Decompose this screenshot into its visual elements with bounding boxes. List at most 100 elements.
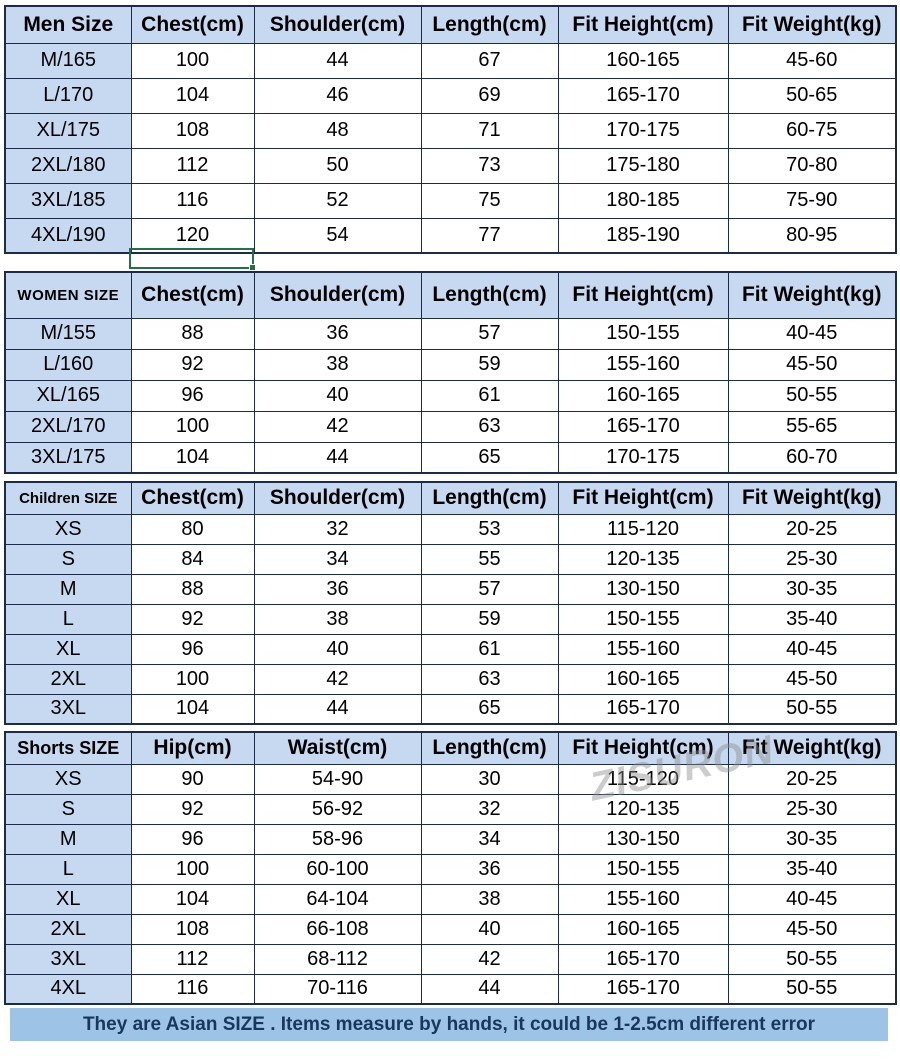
value-cell: 52 <box>253 182 422 219</box>
value-cell: 54 <box>253 217 422 254</box>
column-header: Length(cm) <box>420 5 559 44</box>
value-cell: 120-135 <box>557 793 729 825</box>
value-cell: 100 <box>130 853 255 885</box>
value-cell: 80 <box>130 513 255 545</box>
column-header: Fit Weight(kg) <box>727 5 897 44</box>
children-size-table: Children SIZE Chest(cm) Shoulder(cm) Length… <box>4 481 897 725</box>
value-cell: 35-40 <box>727 603 897 635</box>
table-row: S 84 34 55 120-135 25-30 <box>4 543 897 575</box>
size-cell: XS <box>4 763 132 795</box>
value-cell: 165-170 <box>557 693 729 725</box>
value-cell: 54-90 <box>253 763 422 795</box>
value-cell: 112 <box>130 147 255 184</box>
column-header: Length(cm) <box>420 481 559 515</box>
value-cell: 100 <box>130 410 255 443</box>
value-cell: 45-50 <box>727 663 897 695</box>
value-cell: 53 <box>420 513 559 545</box>
value-cell: 44 <box>253 441 422 474</box>
column-header: Shoulder(cm) <box>253 5 422 44</box>
value-cell: 66-108 <box>253 913 422 945</box>
value-cell: 44 <box>420 973 559 1005</box>
value-cell: 104 <box>130 693 255 725</box>
value-cell: 112 <box>130 943 255 975</box>
table-row: 3XL 112 68-112 42 165-170 50-55 <box>4 943 897 975</box>
value-cell: 50-55 <box>727 973 897 1005</box>
value-cell: 71 <box>420 112 559 149</box>
value-cell: 104 <box>130 883 255 915</box>
value-cell: 155-160 <box>557 883 729 915</box>
size-cell: 3XL <box>4 693 132 725</box>
value-cell: 57 <box>420 573 559 605</box>
size-cell: XL/175 <box>4 112 132 149</box>
value-cell: 165-170 <box>557 943 729 975</box>
size-cell: M/165 <box>4 42 132 79</box>
header-row: Children SIZE Chest(cm) Shoulder(cm) Length… <box>4 481 897 515</box>
value-cell: 32 <box>253 513 422 545</box>
value-cell: 40 <box>420 913 559 945</box>
size-cell: L/160 <box>4 348 132 381</box>
column-header: Shoulder(cm) <box>253 271 422 319</box>
value-cell: 50-55 <box>727 379 897 412</box>
size-cell: L <box>4 853 132 885</box>
size-cell: S <box>4 543 132 575</box>
value-cell: 57 <box>420 317 559 350</box>
value-cell: 40-45 <box>727 317 897 350</box>
value-cell: 35-40 <box>727 853 897 885</box>
value-cell: 100 <box>130 42 255 79</box>
value-cell: 32 <box>420 793 559 825</box>
value-cell: 130-150 <box>557 823 729 855</box>
value-cell: 65 <box>420 693 559 725</box>
size-cell: 3XL/185 <box>4 182 132 219</box>
size-cell: XL <box>4 883 132 915</box>
selection-box <box>129 248 256 271</box>
value-cell: 44 <box>253 693 422 725</box>
size-cell: XL/165 <box>4 379 132 412</box>
table-row: M/155 88 36 57 150-155 40-45 <box>4 317 897 350</box>
value-cell: 46 <box>253 77 422 114</box>
value-cell: 150-155 <box>557 603 729 635</box>
value-cell: 30-35 <box>727 573 897 605</box>
value-cell: 40 <box>253 379 422 412</box>
value-cell: 58-96 <box>253 823 422 855</box>
value-cell: 115-120 <box>557 763 729 795</box>
children-table-title: Children SIZE <box>4 481 132 515</box>
size-cell: 3XL <box>4 943 132 975</box>
value-cell: 50-55 <box>727 943 897 975</box>
table-row: XL 104 64-104 38 155-160 40-45 <box>4 883 897 915</box>
value-cell: 60-75 <box>727 112 897 149</box>
value-cell: 70-80 <box>727 147 897 184</box>
table-row: 2XL/170 100 42 63 165-170 55-65 <box>4 410 897 443</box>
value-cell: 90 <box>130 763 255 795</box>
size-cell: 2XL <box>4 913 132 945</box>
value-cell: 36 <box>253 573 422 605</box>
column-header: Length(cm) <box>420 731 559 765</box>
value-cell: 92 <box>130 793 255 825</box>
value-cell: 155-160 <box>557 348 729 381</box>
value-cell: 45-50 <box>727 348 897 381</box>
value-cell: 63 <box>420 663 559 695</box>
table-row: 3XL/175 104 44 65 170-175 60-70 <box>4 441 897 474</box>
value-cell: 75-90 <box>727 182 897 219</box>
value-cell: 61 <box>420 633 559 665</box>
table-row: 3XL 104 44 65 165-170 50-55 <box>4 693 897 725</box>
value-cell: 150-155 <box>557 317 729 350</box>
value-cell: 20-25 <box>727 763 897 795</box>
value-cell: 38 <box>420 883 559 915</box>
value-cell: 25-30 <box>727 793 897 825</box>
value-cell: 77 <box>420 217 559 254</box>
value-cell: 80-95 <box>727 217 897 254</box>
table-row: L/160 92 38 59 155-160 45-50 <box>4 348 897 381</box>
value-cell: 108 <box>130 112 255 149</box>
value-cell: 108 <box>130 913 255 945</box>
value-cell: 56-92 <box>253 793 422 825</box>
value-cell: 150-155 <box>557 853 729 885</box>
value-cell: 185-190 <box>557 217 729 254</box>
size-cell: M <box>4 823 132 855</box>
value-cell: 84 <box>130 543 255 575</box>
footer-note: They are Asian SIZE . Items measure by h… <box>10 1008 888 1041</box>
value-cell: 92 <box>130 348 255 381</box>
size-cell: 4XL <box>4 973 132 1005</box>
value-cell: 34 <box>420 823 559 855</box>
column-header: Length(cm) <box>420 271 559 319</box>
value-cell: 30-35 <box>727 823 897 855</box>
